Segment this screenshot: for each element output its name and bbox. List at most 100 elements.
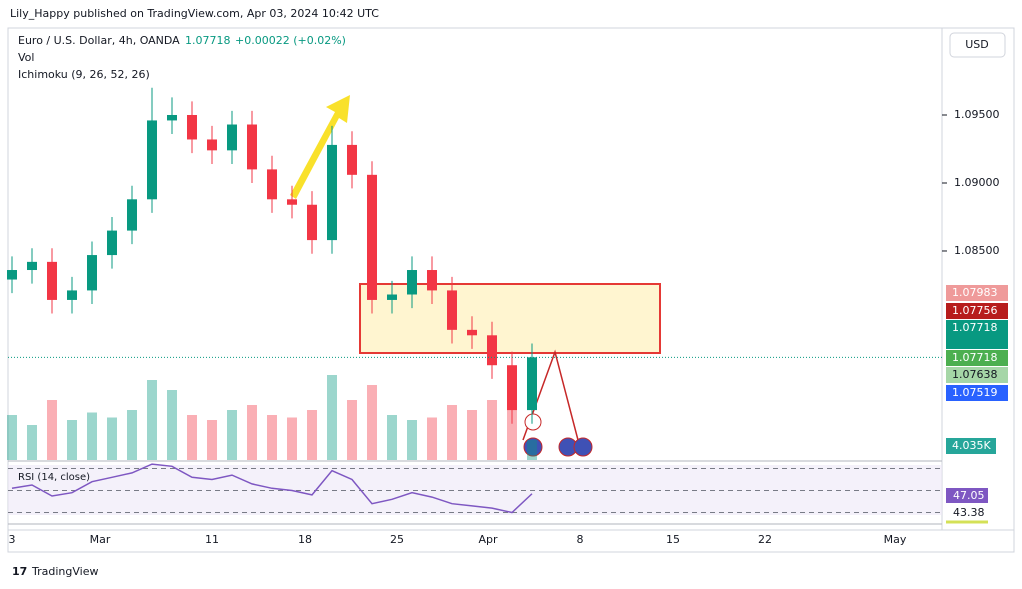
volume-bar: [247, 405, 257, 460]
volume-bar: [307, 410, 317, 460]
candle-body: [327, 144, 337, 241]
candle-body: [187, 114, 197, 140]
volume-bar: [507, 390, 517, 460]
plot: 1.09500 1.09000 1.08500 3 Mar 11 18 25 Apr 8 15 22 M…: [7, 87, 1008, 546]
candle-body: [387, 294, 397, 300]
drawn-path: [522, 349, 579, 441]
indicator-label: Ichimoku (9, 26, 52, 26): [18, 68, 150, 81]
x-tick-label: 8: [577, 533, 584, 546]
volume-bar: [527, 439, 537, 460]
price-badge: [946, 367, 1008, 383]
chart-frame: [7, 27, 1015, 553]
candle-body: [167, 114, 177, 121]
countdown-badge: [946, 335, 1008, 349]
x-tick-label: 18: [298, 533, 312, 546]
volume-bar: [47, 400, 57, 460]
rsi-title: RSI (14, close): [18, 472, 90, 483]
footer-brand: TradingView: [31, 565, 98, 578]
price-badge-label: 1.07756: [952, 304, 998, 317]
event-icon[interactable]: [523, 437, 543, 457]
x-tick-label: May: [884, 533, 907, 546]
volume-bar: [167, 390, 177, 460]
candle-body: [507, 365, 517, 411]
footer-logo: 17: [12, 565, 27, 578]
candle-body: [227, 124, 237, 151]
volume-bar: [327, 375, 337, 460]
candle-body: [467, 329, 477, 336]
volume-bar: [387, 415, 397, 460]
x-tick-label: Apr: [478, 533, 498, 546]
price-badge-label: 1.07983: [952, 286, 998, 299]
rsi-line: [11, 463, 533, 514]
volume-bar: [367, 385, 377, 460]
candle-body: [447, 290, 457, 330]
x-tick-label: 22: [758, 533, 772, 546]
candle-body: [47, 261, 57, 300]
volume-bar: [107, 417, 117, 460]
volume-bar: [407, 420, 417, 460]
candle-body: [107, 230, 117, 256]
price-badge: [946, 303, 1008, 319]
indicator-label: Vol: [18, 51, 34, 64]
x-tick-label: 3: [9, 533, 16, 546]
candle-body: [147, 120, 157, 200]
legend-change: +0.00022 (+0.02%): [235, 34, 346, 47]
volume-bar: [7, 415, 17, 460]
x-tick-label: 25: [390, 533, 404, 546]
candle-body: [267, 169, 277, 200]
candle-body: [407, 270, 417, 295]
y-tick-label: 1.09500: [954, 108, 1000, 121]
candle-body: [87, 255, 97, 291]
volume-bar: [207, 420, 217, 460]
volume-bar: [87, 412, 97, 460]
candle-body: [127, 199, 137, 231]
legend-price: 1.07718: [185, 34, 231, 47]
event-icon[interactable]: [524, 413, 542, 431]
volume-bar: [187, 415, 197, 460]
candle-body: [367, 174, 377, 300]
drawn-rectangle: [359, 283, 661, 354]
price-badge: [946, 320, 1008, 336]
currency-button[interactable]: [949, 32, 1006, 58]
candle-body: [207, 139, 217, 151]
candle-body: [27, 261, 37, 271]
volume-bar: [67, 420, 77, 460]
price-badge: [946, 350, 1008, 366]
candle-body: [427, 270, 437, 291]
rsi-badge: [946, 488, 988, 503]
volume-bar: [287, 417, 297, 460]
y-tick-label: 1.08500: [954, 244, 1000, 257]
price-badge-label: 1.07718: [952, 321, 998, 334]
header: Lily_Happy published on TradingView.com,…: [10, 7, 379, 20]
candle-body: [287, 199, 297, 205]
volume-bar: [227, 410, 237, 460]
volume-bar: [347, 400, 357, 460]
symbol-title: Euro / U.S. Dollar, 4h, OANDA: [18, 34, 180, 47]
candle-body: [67, 290, 77, 300]
candle-body: [307, 204, 317, 241]
volume-bar: [27, 425, 37, 460]
price-badge-label: 1.07519: [952, 386, 998, 399]
volume-badge-label: 4.035K: [952, 439, 991, 452]
x-tick-label: 15: [666, 533, 680, 546]
candle-body: [487, 335, 497, 366]
volume-bar: [267, 415, 277, 460]
currency-label[interactable]: USD: [965, 38, 989, 51]
rsi-ma-label: 43.38: [953, 506, 985, 519]
rsi-badge-label: 47.05: [953, 489, 985, 502]
candle-body: [347, 144, 357, 175]
x-tick-label: 11: [205, 533, 219, 546]
volume-bar: [447, 405, 457, 460]
y-tick-label: 1.09000: [954, 176, 1000, 189]
price-badge-label: 1.07718: [952, 351, 998, 364]
x-tick-label: Mar: [90, 533, 111, 546]
volume-bar: [147, 380, 157, 460]
volume-bar: [467, 410, 477, 460]
volume-bar: [127, 410, 137, 460]
candle-body: [527, 357, 537, 411]
event-icon[interactable]: [573, 437, 593, 457]
volume-bar: [487, 400, 497, 460]
volume-bar: [427, 417, 437, 460]
drawn-arrow: [290, 95, 350, 199]
